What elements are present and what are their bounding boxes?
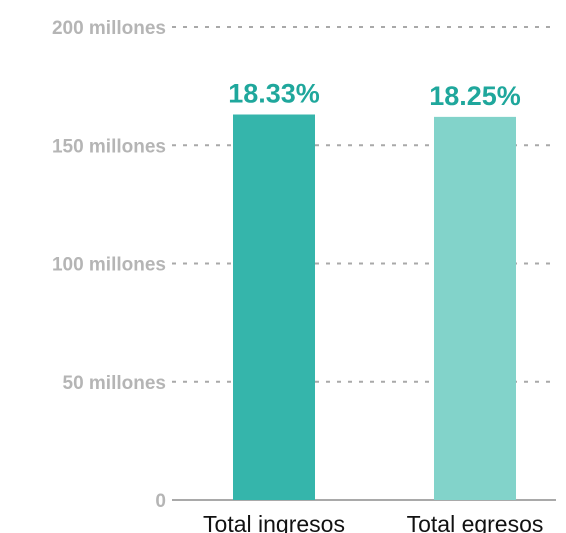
bars	[233, 114, 516, 501]
x-category-label: Total egresos	[407, 511, 544, 533]
bar-1	[233, 114, 315, 500]
y-tick-label: 100 millones	[52, 255, 166, 276]
bar-2	[434, 116, 516, 501]
x-category-label: Total ingresos	[203, 511, 345, 533]
labels: 0 50 millones 100 millones 150 millones 200 …	[52, 18, 543, 533]
y-tick-label: 0	[155, 491, 166, 512]
y-tick-label: 50 millones	[63, 373, 167, 394]
data-label: 18.25%	[429, 81, 521, 111]
y-tick-label: 200 millones	[52, 18, 166, 39]
data-label: 18.33%	[228, 79, 320, 109]
y-tick-label: 150 millones	[52, 136, 166, 157]
